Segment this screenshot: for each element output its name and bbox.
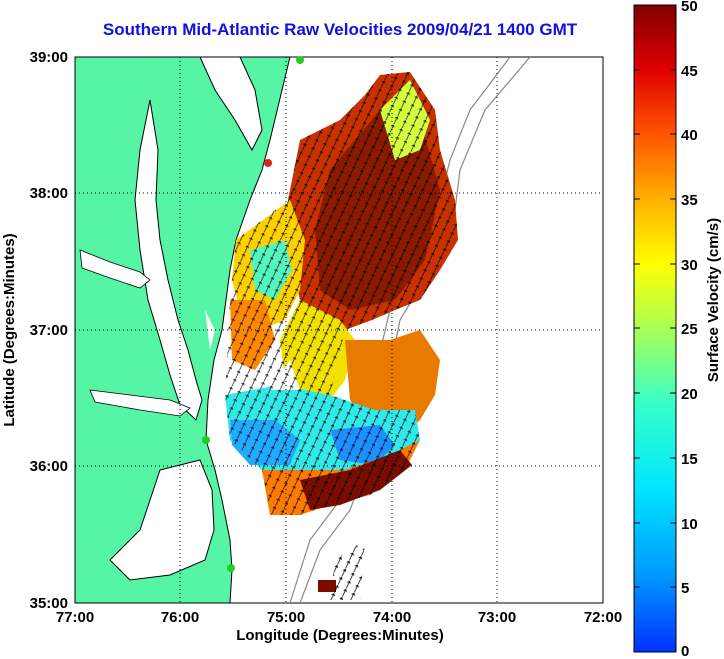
colorbar-tick-label: 0 (681, 643, 689, 659)
colorbar-tick-label: 30 (681, 257, 698, 274)
y-tick-label: 39:00 (30, 49, 68, 66)
colorbar-tick-label: 15 (681, 451, 698, 468)
x-tick-label: 73:00 (478, 609, 516, 626)
y-axis-label: Latitude (Degrees:Minutes) (1, 233, 18, 426)
pamlico-sound (109, 459, 215, 581)
colorbar-tick-label: 10 (681, 516, 698, 533)
velocity-vectors (225, 72, 458, 515)
cape-henry-station (202, 436, 210, 444)
y-tick-label: 38:00 (30, 185, 68, 202)
y-tick-label: 37:00 (30, 322, 68, 339)
colorbar-tick-label: 20 (681, 386, 698, 403)
x-tick-label: 77:00 (56, 609, 94, 626)
bathymetry-contour (299, 57, 531, 603)
colorbar-tick-label: 50 (681, 0, 698, 15)
colorbar-tick-label: 40 (681, 127, 698, 144)
colorbar-label: Surface Velocity (cm/s) (705, 218, 722, 382)
x-tick-label: 75:00 (267, 609, 305, 626)
colorbar-tick-label: 45 (681, 63, 698, 80)
colorbar-ticks (634, 4, 676, 588)
y-tick-label: 36:00 (30, 458, 68, 475)
potomac-river (79, 249, 151, 289)
velocity-vectors-south (330, 540, 365, 600)
colorbar-tick-label: 35 (681, 192, 698, 209)
hatteras-station (227, 564, 235, 572)
grid (75, 57, 603, 603)
delmarva-station (264, 159, 272, 167)
james-river (89, 389, 191, 417)
map-title: Southern Mid-Atlantic Raw Velocities 200… (102, 20, 578, 39)
colorbar-tick-label: 5 (681, 580, 689, 597)
colorbar (633, 4, 677, 653)
x-tick-label: 72:00 (584, 609, 622, 626)
chesapeake-bay (134, 99, 203, 421)
north-station (296, 56, 304, 64)
x-axis-label: Longitude (Degrees:Minutes) (236, 627, 444, 644)
colorbar-tick-label: 25 (681, 321, 698, 338)
y-tick-label: 35:00 (30, 595, 68, 612)
x-tick-label: 76:00 (161, 609, 199, 626)
x-tick-label: 74:00 (373, 609, 411, 626)
delaware-bay (199, 57, 263, 152)
